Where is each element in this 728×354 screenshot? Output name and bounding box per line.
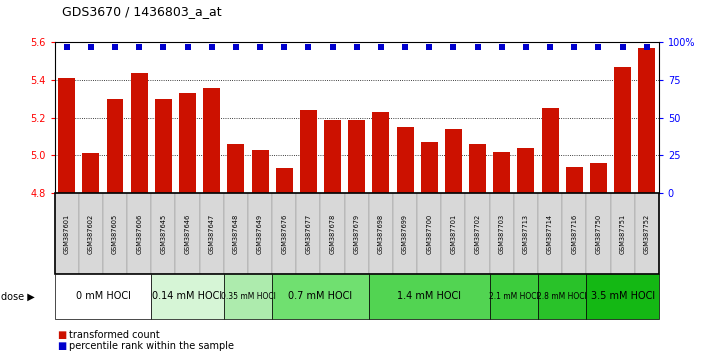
Bar — [155, 99, 172, 193]
Point — [448, 44, 459, 50]
Text: GSM387645: GSM387645 — [160, 213, 167, 254]
Bar — [203, 87, 220, 193]
Point — [278, 44, 290, 50]
Bar — [638, 48, 655, 193]
Point — [424, 44, 435, 50]
Text: GSM387716: GSM387716 — [571, 213, 577, 254]
Point — [641, 44, 652, 50]
Point — [545, 44, 556, 50]
Point — [157, 44, 169, 50]
Point — [472, 44, 483, 50]
Point — [182, 44, 194, 50]
Point — [617, 44, 628, 50]
Bar — [58, 78, 75, 193]
Text: ■: ■ — [57, 330, 66, 339]
Text: GSM387678: GSM387678 — [330, 213, 336, 254]
Bar — [469, 144, 486, 193]
Bar — [179, 93, 196, 193]
Bar — [252, 150, 269, 193]
Point — [351, 44, 363, 50]
Bar — [590, 163, 607, 193]
Bar — [82, 153, 99, 193]
Text: 0.35 mM HOCl: 0.35 mM HOCl — [221, 292, 275, 301]
Text: 1.4 mM HOCl: 1.4 mM HOCl — [397, 291, 462, 302]
Bar — [445, 129, 462, 193]
Point — [206, 44, 218, 50]
Text: GSM387677: GSM387677 — [305, 213, 312, 254]
Bar — [373, 112, 389, 193]
Text: GDS3670 / 1436803_a_at: GDS3670 / 1436803_a_at — [62, 5, 221, 18]
Text: GSM387699: GSM387699 — [402, 214, 408, 253]
Text: GSM387700: GSM387700 — [426, 213, 432, 254]
Text: GSM387750: GSM387750 — [596, 213, 601, 254]
Bar — [542, 108, 558, 193]
Bar — [518, 148, 534, 193]
Text: GSM387676: GSM387676 — [281, 213, 288, 254]
Point — [593, 44, 604, 50]
Text: GSM387702: GSM387702 — [475, 213, 480, 254]
Bar — [106, 99, 124, 193]
Text: 0.7 mM HOCl: 0.7 mM HOCl — [288, 291, 352, 302]
Text: GSM387601: GSM387601 — [63, 213, 70, 254]
Bar — [397, 127, 414, 193]
Bar — [494, 152, 510, 193]
Point — [230, 44, 242, 50]
Text: GSM387606: GSM387606 — [136, 213, 142, 254]
Point — [496, 44, 507, 50]
Text: 2.1 mM HOCl: 2.1 mM HOCl — [489, 292, 539, 301]
Point — [375, 44, 387, 50]
Text: 0.14 mM HOCl: 0.14 mM HOCl — [152, 291, 223, 302]
Text: GSM387701: GSM387701 — [451, 213, 456, 254]
Bar — [324, 120, 341, 193]
Text: GSM387649: GSM387649 — [257, 213, 263, 254]
Text: GSM387714: GSM387714 — [547, 213, 553, 254]
Text: GSM387648: GSM387648 — [233, 213, 239, 254]
Point — [569, 44, 580, 50]
Point — [85, 44, 97, 50]
Text: GSM387713: GSM387713 — [523, 214, 529, 253]
Text: GSM387679: GSM387679 — [354, 213, 360, 254]
Text: transformed count: transformed count — [69, 330, 160, 339]
Point — [303, 44, 314, 50]
Text: dose ▶: dose ▶ — [1, 291, 35, 302]
Bar — [300, 110, 317, 193]
Bar — [227, 144, 245, 193]
Point — [327, 44, 339, 50]
Text: 2.8 mM HOCl: 2.8 mM HOCl — [537, 292, 587, 301]
Point — [61, 44, 73, 50]
Bar — [348, 120, 365, 193]
Text: GSM387605: GSM387605 — [112, 213, 118, 254]
Point — [133, 44, 145, 50]
Text: GSM387751: GSM387751 — [620, 213, 625, 254]
Point — [254, 44, 266, 50]
Text: ■: ■ — [57, 341, 66, 351]
Point — [109, 44, 121, 50]
Text: GSM387646: GSM387646 — [184, 213, 191, 254]
Text: GSM387752: GSM387752 — [644, 213, 650, 254]
Text: percentile rank within the sample: percentile rank within the sample — [69, 341, 234, 351]
Text: GSM387647: GSM387647 — [209, 213, 215, 254]
Bar — [276, 169, 293, 193]
Point — [399, 44, 411, 50]
Text: 0 mM HOCl: 0 mM HOCl — [76, 291, 130, 302]
Text: GSM387698: GSM387698 — [378, 213, 384, 254]
Bar — [131, 73, 148, 193]
Bar — [614, 67, 631, 193]
Point — [520, 44, 531, 50]
Text: GSM387703: GSM387703 — [499, 213, 505, 254]
Text: 3.5 mM HOCl: 3.5 mM HOCl — [590, 291, 654, 302]
Text: GSM387602: GSM387602 — [88, 213, 94, 254]
Bar — [566, 167, 582, 193]
Bar — [421, 142, 438, 193]
